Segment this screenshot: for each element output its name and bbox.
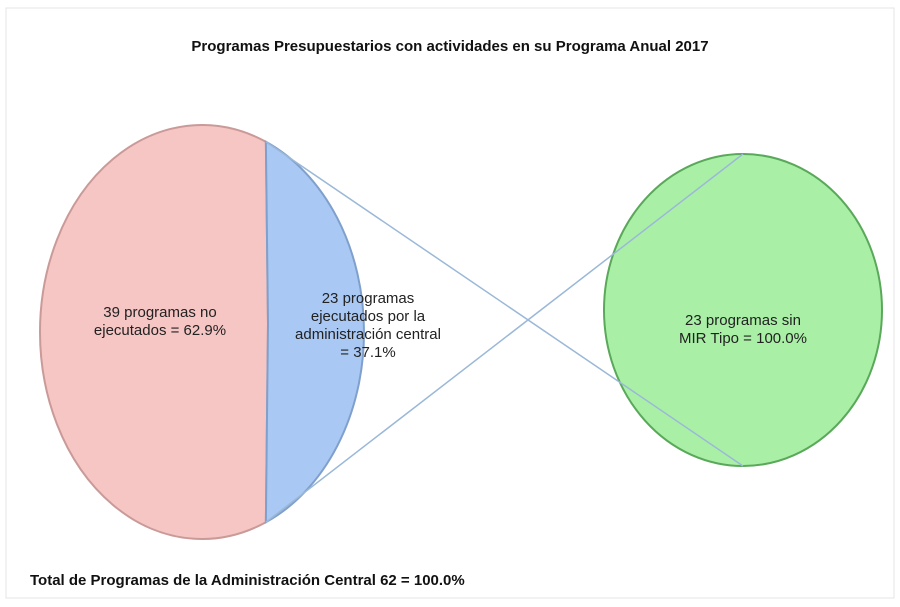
slice-label: 23 programas sin MIR Tipo = 100.0% — [679, 312, 807, 347]
chart-title: Programas Presupuestarios con actividade… — [191, 38, 709, 55]
pie-slice — [39, 124, 270, 540]
pie-slice — [603, 153, 883, 467]
footnote: Total de Programas de la Administración … — [30, 572, 465, 589]
slice-label: 39 programas no ejecutados = 62.9% — [93, 304, 227, 339]
pie-slice — [264, 140, 365, 524]
connector-line — [265, 141, 744, 467]
frame — [5, 7, 895, 599]
connector-line — [265, 153, 744, 523]
slice-label: 23 programas ejecutados por la administr… — [295, 290, 441, 361]
